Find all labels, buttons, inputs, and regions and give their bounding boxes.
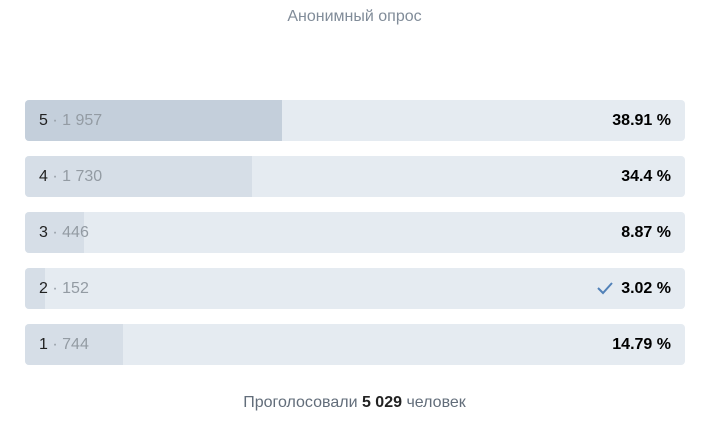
footer-total: 5 029 [361,394,402,411]
poll-subtitle: Анонимный опрос [287,8,422,25]
option-bar-fill [25,100,282,141]
option-percent: 3.02 % [621,280,671,297]
option-percent: 14.79 % [612,336,671,353]
option-label: 4 · 1 730 [39,156,102,197]
option-number: 3 [39,224,48,241]
footer-prefix: Проголосовали [243,394,358,411]
option-separator: · [52,112,58,129]
option-percent: 38.91 % [612,112,671,129]
option-label: 2 · 152 [39,268,89,309]
option-count: 744 [62,336,89,353]
poll-option: 3 · 446 8.87 % [25,212,685,253]
option-label: 5 · 1 957 [39,100,102,141]
option-number: 4 [39,168,48,185]
selected-check [597,282,613,295]
option-count: 1 957 [62,112,103,129]
footer-suffix: человек [406,394,466,411]
option-separator: · [52,168,58,185]
poll-option: 4 · 1 730 34.4 % [25,156,685,197]
option-percent: 34.4 % [621,168,671,185]
option-count: 1 730 [62,168,103,185]
option-count: 152 [62,280,89,297]
option-number: 1 [39,336,48,353]
option-bar-fill [25,156,253,197]
option-bar-fill [25,268,45,309]
option-percent: 8.87 % [621,224,671,241]
option-number: 5 [39,112,48,129]
option-bar-fill [25,212,84,253]
option-separator: · [52,280,58,297]
poll-option: 5 · 1 957 38.91 % [25,100,685,141]
option-separator: · [52,224,58,241]
poll-option: 2 · 152 3.02 % [25,268,685,309]
option-label: 3 · 446 [39,212,89,253]
option-label: 1 · 744 [39,324,89,365]
check-path [597,282,613,295]
option-separator: · [52,336,58,353]
option-number: 2 [39,280,48,297]
option-count: 446 [62,224,89,241]
poll-footer: Проголосовали 5 029 человек [0,394,709,412]
poll-option: 1 · 744 14.79 % [25,324,685,365]
option-bar-fill [25,324,123,365]
